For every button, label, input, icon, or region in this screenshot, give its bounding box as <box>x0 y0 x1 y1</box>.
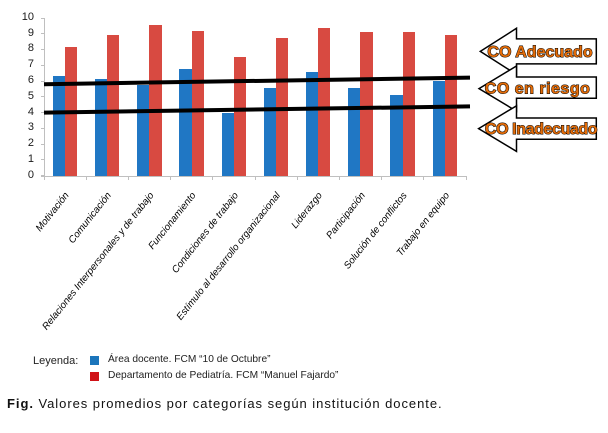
svg-text:CO Inadecuado: CO Inadecuado <box>485 121 598 138</box>
svg-text:CO en riesgo: CO en riesgo <box>485 80 591 97</box>
svg-text:CO Adecuado: CO Adecuado <box>487 44 592 61</box>
